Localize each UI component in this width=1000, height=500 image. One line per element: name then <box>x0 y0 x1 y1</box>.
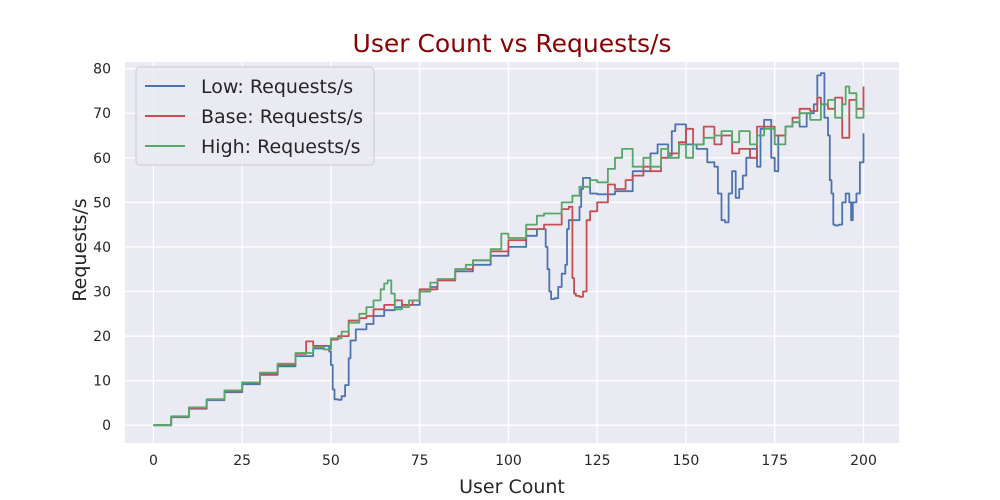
legend-label-high: High: Requests/s <box>201 136 361 158</box>
x-tick-label: 0 <box>149 453 158 469</box>
y-tick-label: 50 <box>93 195 111 211</box>
x-tick-label: 200 <box>850 453 877 469</box>
series-line-high <box>153 85 865 427</box>
series-lines <box>153 72 865 427</box>
y-tick-label: 80 <box>93 62 111 78</box>
x-axis-label: User Count <box>459 476 565 498</box>
x-tick-label: 25 <box>233 453 251 469</box>
legend: Low: Requests/s Base: Requests/s High: R… <box>135 66 375 166</box>
y-tick-label: 10 <box>93 374 111 390</box>
legend-box <box>135 66 375 166</box>
legend-label-base: Base: Requests/s <box>201 106 363 128</box>
y-tick-label: 0 <box>102 418 111 434</box>
axis-ticks: 0 25 50 75 100 125 150 175 200 0 10 20 30 40 50 60 70 80 <box>93 62 877 469</box>
x-tick-label: 100 <box>495 453 522 469</box>
chart-title: User Count vs Requests/s <box>353 29 672 58</box>
x-tick-label: 125 <box>584 453 611 469</box>
y-tick-label: 30 <box>93 284 111 300</box>
legend-label-low: Low: Requests/s <box>201 76 353 98</box>
x-tick-label: 175 <box>761 453 788 469</box>
x-tick-label: 75 <box>411 453 429 469</box>
y-axis-label: Requests/s <box>69 198 91 301</box>
y-tick-label: 70 <box>93 106 111 122</box>
x-tick-label: 150 <box>673 453 700 469</box>
y-tick-label: 20 <box>93 329 111 345</box>
x-tick-label: 50 <box>322 453 340 469</box>
y-tick-label: 60 <box>93 151 111 167</box>
y-tick-label: 40 <box>93 240 111 256</box>
